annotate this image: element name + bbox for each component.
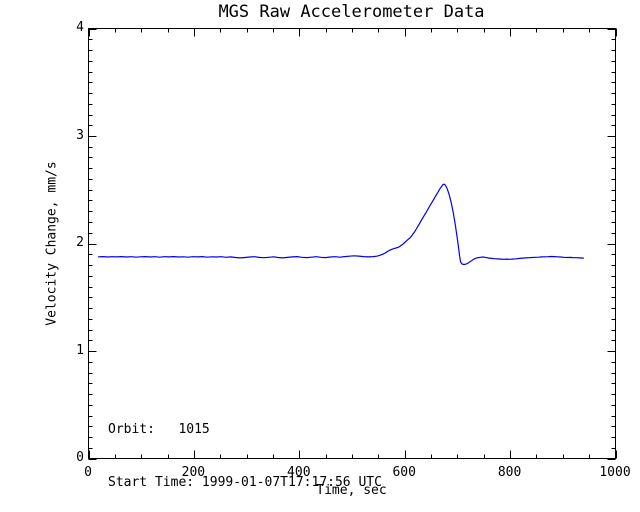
x-axis-label: Time, sec — [316, 483, 387, 498]
y-tick-label: 2 — [76, 235, 84, 250]
y-tick-label: 1 — [76, 342, 84, 358]
annotation-block: Orbit: 1015 Start Time: 1999-01-07T17:17… — [108, 386, 382, 512]
x-tick-label: 400 — [287, 465, 311, 480]
chart-title: MGS Raw Accelerometer Data — [218, 2, 485, 22]
x-tick-label: 1000 — [599, 465, 631, 480]
annotation-start-time: Start Time: 1999-01-07T17:17:56 UTC — [108, 474, 382, 490]
x-tick-label: 0 — [84, 465, 92, 480]
data-series-line — [97, 183, 585, 265]
y-tick-label: 3 — [76, 127, 84, 143]
y-tick-label: 0 — [76, 450, 84, 465]
x-tick-label: 800 — [497, 465, 522, 480]
x-tick-label: 600 — [392, 465, 416, 480]
x-tick-label: 200 — [181, 465, 206, 480]
annotation-orbit: Orbit: 1015 — [108, 422, 210, 437]
y-tick-label: 4 — [76, 20, 84, 35]
